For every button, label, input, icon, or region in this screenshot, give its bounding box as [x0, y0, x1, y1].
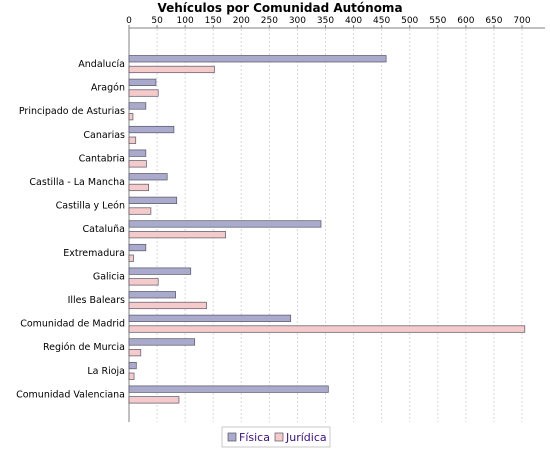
bar-fisica [128, 220, 322, 228]
bar-fisica [128, 196, 178, 204]
bar-juridica [128, 372, 135, 380]
category-label: Comunidad de Madrid [20, 319, 125, 330]
x-tick-label: 550 [429, 16, 446, 26]
bar-fisica [128, 243, 147, 252]
bar-fisica [128, 55, 387, 63]
x-tick-label: 50 [151, 16, 163, 26]
bar-juridica [128, 207, 152, 215]
x-tick-label: 650 [485, 16, 502, 26]
bar-fisica [128, 338, 196, 346]
bar-fisica [128, 291, 176, 299]
category-label: Cataluña [82, 224, 125, 235]
bar-fisica [128, 102, 147, 110]
bar-juridica [128, 65, 215, 74]
category-label: Illes Balears [68, 295, 125, 306]
bar-fisica [128, 149, 147, 157]
x-tick-label: 0 [126, 16, 132, 26]
legend-label-fisica[interactable]: Física [239, 431, 270, 444]
chart-title: Vehículos por Comunidad Autónoma [157, 1, 402, 15]
bar-juridica [128, 254, 134, 262]
legend[interactable]: Física Jurídica [221, 426, 331, 448]
bar-juridica [128, 113, 134, 121]
x-tick-label: 100 [177, 16, 194, 26]
x-tick-label: 250 [261, 16, 278, 26]
bar-juridica [128, 136, 137, 144]
bar-fisica [128, 173, 168, 181]
bar-fisica [128, 385, 329, 393]
x-tick-label: 700 [513, 16, 530, 26]
category-label: La Rioja [87, 366, 125, 377]
legend-swatch-fisica [227, 432, 237, 442]
x-tick-label: 200 [233, 16, 250, 26]
category-label: Extremadura [63, 248, 125, 259]
bar-juridica [128, 396, 180, 404]
bar-juridica [128, 183, 149, 192]
bar-juridica [128, 89, 159, 97]
x-tick-label: 300 [289, 16, 306, 26]
category-label: Comunidad Valenciana [16, 389, 125, 400]
bar-juridica [128, 349, 142, 357]
category-label: Cantabria [79, 153, 125, 164]
bars [128, 55, 526, 404]
bar-fisica [128, 267, 192, 275]
bar-juridica [128, 301, 207, 310]
category-label: Canarias [83, 130, 125, 141]
bar-juridica [128, 325, 526, 333]
category-label: Andalucía [78, 59, 125, 70]
category-label: Aragón [91, 83, 125, 94]
category-label: Región de Murcia [43, 342, 125, 353]
bar-juridica [128, 278, 159, 286]
bar-fisica [128, 361, 137, 370]
category-label: Castilla - La Mancha [29, 177, 125, 188]
legend-swatch-juridica [274, 432, 284, 442]
x-tick-label: 600 [457, 16, 474, 26]
x-tick-label: 350 [317, 16, 334, 26]
legend-label-juridica[interactable]: Jurídica [285, 431, 327, 444]
x-tick-label: 500 [401, 16, 418, 26]
category-label: Galicia [93, 271, 125, 282]
x-tick-label: 150 [205, 16, 222, 26]
category-labels: Andalucía Aragón Principado de Asturias Can… [16, 59, 125, 400]
bar-fisica [128, 125, 175, 134]
x-axis: 0 50 100 150 200 250 300 350 400 450 500 550 600 650 7… [126, 16, 545, 422]
x-tick-label: 400 [345, 16, 362, 26]
category-label: Castilla y León [56, 201, 125, 212]
bar-fisica [128, 78, 157, 86]
bar-juridica [128, 160, 147, 168]
bar-juridica [128, 231, 226, 239]
x-tick-label: 450 [373, 16, 390, 26]
category-label: Principado de Asturias [19, 106, 125, 117]
bar-fisica [128, 314, 292, 322]
